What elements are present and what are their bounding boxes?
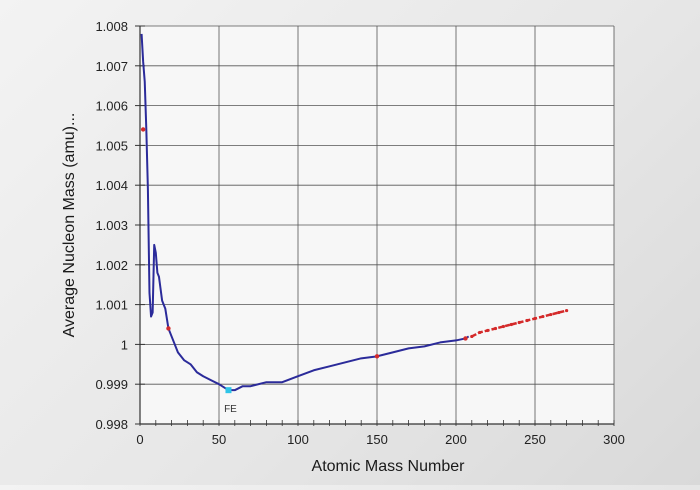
fe-point xyxy=(225,387,232,394)
y-tick-label: 1.008 xyxy=(95,19,128,34)
x-axis-title: Atomic Mass Number xyxy=(312,458,466,475)
heavy-point xyxy=(557,310,561,315)
heavy-point xyxy=(541,314,545,319)
highlight-point xyxy=(166,326,171,331)
heavy-point xyxy=(486,328,490,333)
x-tick-label: 150 xyxy=(366,432,388,447)
heavy-point xyxy=(501,324,505,329)
y-tick-label: 1.003 xyxy=(95,218,128,233)
x-tick-label: 100 xyxy=(287,432,309,447)
y-tick-label: 0.999 xyxy=(95,377,128,392)
highlight-point xyxy=(374,354,380,359)
y-tick-label: 1.006 xyxy=(95,99,128,114)
heavy-point xyxy=(565,308,569,313)
heavy-point xyxy=(478,330,482,335)
heavy-point xyxy=(533,316,537,321)
heavy-point xyxy=(549,312,553,317)
y-tick-label: 1.007 xyxy=(95,59,128,74)
x-tick-label: 0 xyxy=(136,432,143,447)
heavy-point xyxy=(470,334,474,339)
heavy-point xyxy=(509,322,513,327)
axes xyxy=(135,25,615,426)
x-tick-label: 250 xyxy=(524,432,546,447)
y-axis-title: Average Nucleon Mass (amu)... xyxy=(61,113,78,338)
x-tick-label: 300 xyxy=(603,432,625,447)
x-tick-label: 50 xyxy=(212,432,226,447)
series-layer xyxy=(140,33,569,394)
y-tick-label: 1.001 xyxy=(95,298,128,313)
x-tick-label: 200 xyxy=(445,432,467,447)
heavy-point xyxy=(517,320,521,325)
y-tick-label: 1 xyxy=(121,337,128,352)
y-tick-label: 1.005 xyxy=(95,138,128,153)
fe-annotation: FE xyxy=(224,404,237,415)
heavy-point xyxy=(525,318,529,323)
highlight-point xyxy=(463,336,468,341)
highlight-point xyxy=(140,127,146,132)
heavy-point xyxy=(493,326,498,331)
y-tick-label: 1.004 xyxy=(95,178,128,193)
tick-labels: 0 50 100 150 200 250 300 0.998 0.999 1 1.001 1.002 1… xyxy=(95,19,624,447)
y-tick-label: 0.998 xyxy=(95,417,128,432)
y-tick-label: 1.002 xyxy=(95,258,128,273)
